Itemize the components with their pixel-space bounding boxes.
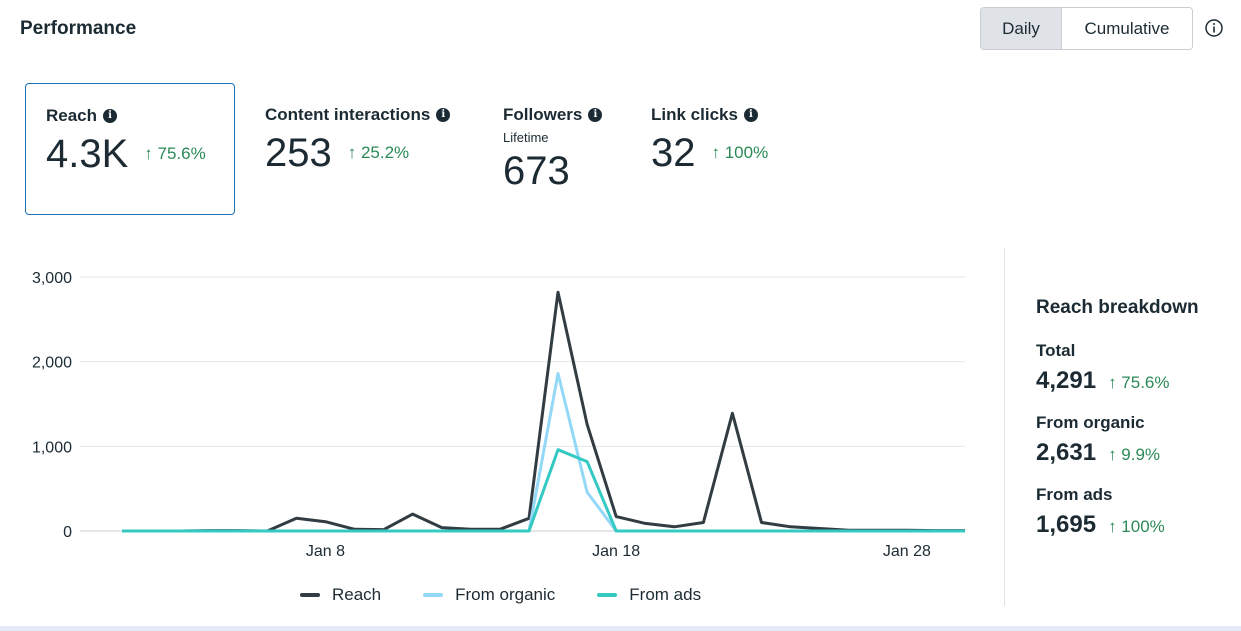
x-tick-label: Jan 8 <box>306 543 345 560</box>
y-tick-label: 0 <box>63 524 72 541</box>
metric-card-content-interactions[interactable]: Content interactions i 253 ↑ 25.2% <box>245 83 475 215</box>
metric-value: 32 <box>651 131 696 175</box>
metric-card-followers[interactable]: Followers i Lifetime 673 <box>483 83 623 215</box>
breakdown-value: 4,291 <box>1036 367 1097 394</box>
metric-change: ↑ 75.6% <box>144 144 206 163</box>
metric-value: 4.3K <box>46 132 129 176</box>
breakdown-title: Reach breakdown <box>1036 297 1199 318</box>
info-icon[interactable]: i <box>743 108 758 122</box>
divider <box>1004 248 1005 606</box>
legend-swatch-ads <box>597 593 618 597</box>
breakdown-organic: From organic 2,631 ↑ 9.9% <box>1036 413 1199 467</box>
info-icon[interactable] <box>1205 19 1223 37</box>
metric-label: Content interactions <box>265 105 431 124</box>
legend-item-organic[interactable]: From organic <box>423 585 555 605</box>
y-tick-label: 3,000 <box>32 270 72 287</box>
series-line-reach <box>122 290 965 533</box>
legend-item-reach[interactable]: Reach <box>300 585 381 605</box>
legend-label: Reach <box>332 585 382 604</box>
daily-button[interactable]: Daily <box>981 8 1062 49</box>
metric-card-link-clicks[interactable]: Link clicks i 32 ↑ 100% <box>631 83 811 215</box>
metric-sublabel: Lifetime <box>503 130 549 145</box>
x-tick-label: Jan 18 <box>592 543 640 560</box>
metric-value: 253 <box>265 131 332 175</box>
reach-breakdown: Reach breakdown Total 4,291 ↑ 75.6% From… <box>1036 297 1199 557</box>
legend-label: From ads <box>629 585 702 604</box>
breakdown-label: From ads <box>1036 485 1113 504</box>
breakdown-change: ↑ 100% <box>1108 517 1165 536</box>
reach-line-chart: 0 1,000 2,000 3,000 Jan 8 Jan 18 Jan 28 <box>32 270 965 560</box>
metric-change: ↑ 25.2% <box>347 143 410 162</box>
series-line-ads <box>122 448 965 533</box>
legend-item-ads[interactable]: From ads <box>597 585 701 605</box>
y-tick-label: 2,000 <box>32 355 72 372</box>
x-tick-label: Jan 28 <box>883 543 931 560</box>
cumulative-button[interactable]: Cumulative <box>1062 8 1192 49</box>
metric-card-reach[interactable]: Reach i 4.3K ↑ 75.6% <box>25 83 235 215</box>
legend-swatch-organic <box>423 593 444 597</box>
breakdown-total: Total 4,291 ↑ 75.6% <box>1036 341 1199 395</box>
legend-label: From organic <box>455 585 556 604</box>
breakdown-value: 2,631 <box>1036 439 1097 466</box>
chart-legend: Reach From organic From ads <box>300 585 743 605</box>
metric-change: ↑ 100% <box>711 143 769 162</box>
breakdown-ads: From ads 1,695 ↑ 100% <box>1036 485 1199 539</box>
metric-label: Followers <box>503 105 583 124</box>
breakdown-change: ↑ 75.6% <box>1108 373 1170 392</box>
view-toggle: Daily Cumulative <box>980 7 1193 50</box>
breakdown-label: From organic <box>1036 413 1145 432</box>
info-icon[interactable]: i <box>588 108 603 122</box>
info-icon[interactable]: i <box>103 109 118 123</box>
page-title: Performance <box>20 18 137 39</box>
y-tick-label: 1,000 <box>32 439 72 456</box>
breakdown-value: 1,695 <box>1036 511 1097 538</box>
breakdown-label: Total <box>1036 341 1076 360</box>
metric-label: Reach <box>46 106 98 125</box>
info-icon[interactable]: i <box>436 108 451 122</box>
metric-value: 673 <box>503 149 570 193</box>
bottom-bar <box>0 626 1241 631</box>
breakdown-change: ↑ 9.9% <box>1108 445 1161 464</box>
legend-swatch-reach <box>300 593 320 597</box>
metric-label: Link clicks <box>651 105 738 124</box>
